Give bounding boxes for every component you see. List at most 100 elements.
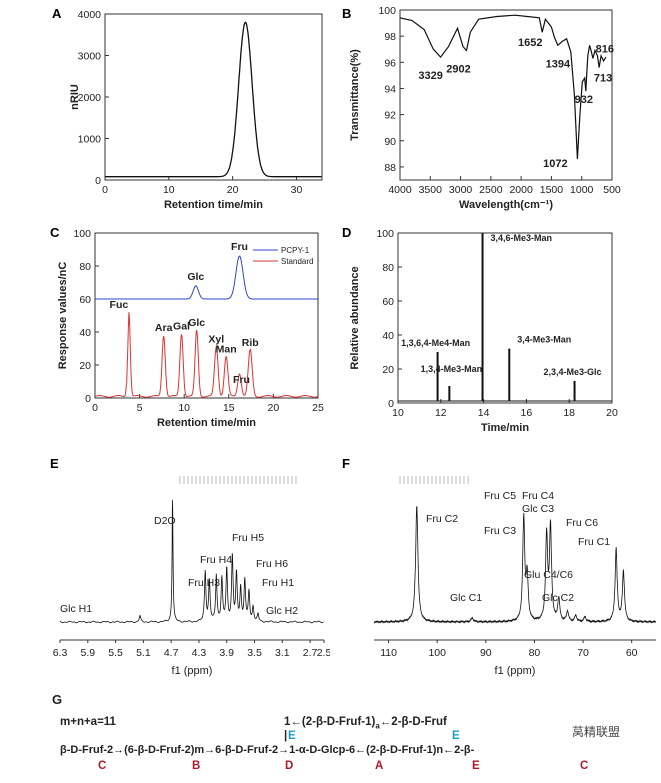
legend-label: Standard (281, 257, 313, 266)
x-axis-label: Retention time/min (157, 417, 256, 429)
x-axis-label: Retention time/min (164, 199, 263, 211)
panel-a-label: A (52, 6, 62, 21)
structure-residue-1: B (192, 760, 201, 772)
structure-residue-2: D (285, 760, 294, 772)
x-tick-label: 10 (163, 184, 175, 196)
panel-f-label: F (342, 456, 350, 471)
plot-frame (94, 232, 319, 399)
x-tick-label: 5 (137, 402, 143, 414)
panel-a: A 0 10 20 30 0 1000 2000 3000 4000 Retention time… (52, 6, 323, 211)
y-tick-label: 3000 (78, 51, 102, 63)
x-tick-label: 5.9 (80, 647, 95, 659)
peak-label: Fru (233, 374, 250, 386)
peak-label: Glc H1 (60, 603, 92, 615)
peak-label: Glc H2 (266, 605, 298, 617)
x-tick-label: 110 (380, 647, 397, 659)
x-tick-label: 3.1 (275, 647, 290, 659)
chromatogram-line (105, 21, 322, 178)
peak-label: Fru C1 (578, 536, 610, 548)
y-axis-label: Transmittance(%) (349, 49, 361, 141)
y-tick-label: 0 (95, 175, 101, 187)
panel-g: G m+n+a=11 1←(2-β-D-Fruf-1)a←2-β-D-Fruf … (0, 690, 661, 783)
x-tick-label: 2.5 (317, 647, 330, 659)
x-tick-label: 60 (626, 647, 638, 659)
plot-frame (399, 9, 613, 181)
peak-label: Glu C4/C6 (524, 569, 573, 581)
plot-frame (104, 13, 323, 181)
y-tick-label: 100 (73, 228, 91, 240)
panel-c-label: C (50, 225, 60, 240)
peak-annotation: 1394 (546, 58, 571, 70)
y-tick-label: 96 (384, 57, 396, 69)
x-tick-label: 1000 (570, 184, 594, 196)
x-tick-label: 90 (480, 647, 492, 659)
structure-residue-4: E (472, 760, 480, 772)
y-tick-label: 40 (79, 327, 91, 339)
y-tick-label: 1000 (78, 134, 102, 146)
peak-label: Glc C3 (522, 503, 554, 515)
peak-label: D2O (154, 515, 176, 527)
nmr-spectrum-line (373, 506, 657, 624)
x-tick-label: 5.1 (136, 647, 151, 659)
plot-frame (397, 232, 613, 404)
x-tick-label: 2.7 (303, 647, 318, 659)
y-axis-label: Response values/nC (57, 262, 69, 370)
y-tick-label: 100 (376, 228, 394, 240)
peak-label: 3,4-Me3-Man (517, 335, 571, 345)
structure-residue-branch-e: E (452, 730, 460, 742)
y-tick-label: 80 (382, 262, 394, 274)
x-tick-label: 70 (577, 647, 589, 659)
peak-label: Fru H1 (262, 577, 294, 589)
peak-label: Glc (188, 317, 205, 329)
x-tick-label: 4000 (388, 184, 412, 196)
structure-equation: m+n+a=11 (60, 716, 116, 728)
panel-d: D 10 12 14 16 18 20 0 20 40 60 80 100 Time/min Relati… (342, 225, 618, 434)
y-tick-label: 4000 (78, 9, 102, 21)
x-tick-label: 12 (435, 407, 447, 419)
panel-f: F 110 100 90 80 70 60 f1 (ppm) Fru C2 Fru C5 Fru … (342, 456, 657, 677)
y-tick-label: 94 (384, 83, 396, 95)
x-tick-label: 10 (178, 402, 190, 414)
structure-residue-3: A (375, 760, 384, 772)
x-tick-label: 0 (92, 402, 98, 414)
x-axis-label: f1 (ppm) (172, 665, 213, 677)
peak-label: Glc (187, 271, 204, 283)
peak-label: Glc C2 (542, 592, 574, 604)
x-tick-label: 5.5 (108, 647, 123, 659)
peak-label: Fru H3 (188, 577, 220, 589)
peak-label: Fru (231, 241, 248, 253)
x-tick-label: 15 (223, 402, 235, 414)
peak-label: Glc C1 (450, 592, 482, 604)
legend-label: PCPY-1 (281, 246, 310, 255)
x-tick-label: 6.3 (53, 647, 68, 659)
y-tick-label: 60 (79, 294, 91, 306)
x-tick-label: 2000 (509, 184, 533, 196)
peak-annotation: 816 (596, 43, 614, 55)
y-tick-label: 2000 (78, 92, 102, 104)
x-tick-label: 3.5 (247, 647, 262, 659)
peak-label: Gal (173, 320, 190, 332)
peak-annotation: 2902 (446, 64, 470, 76)
y-tick-label: 0 (388, 398, 394, 410)
y-axis-label: nRIU (69, 84, 81, 110)
x-tick-label: 100 (428, 647, 446, 659)
x-axis-label: Wavelength(cm⁻¹) (459, 199, 553, 211)
structure-branch-line: 1←(2-β-D-Fruf-1) (284, 716, 376, 728)
structure-branch-sub: a (375, 721, 380, 731)
peak-label: 3,4,6-Me3-Man (491, 233, 553, 243)
peak-label: Fru C4 (522, 490, 554, 502)
y-tick-label: 92 (384, 110, 396, 122)
panel-b-label: B (342, 6, 351, 21)
panel-g-label: G (52, 692, 63, 707)
x-axis-label: f1 (ppm) (495, 665, 536, 677)
y-tick-label: 80 (79, 261, 91, 273)
peak-annotation: 1072 (543, 158, 567, 170)
peak-label: 1,3,6,4-Me4-Man (401, 338, 470, 348)
nmr-spectrum-line (59, 499, 324, 624)
peak-label: Fru C6 (566, 517, 598, 529)
peak-label: Xyl (208, 334, 224, 346)
y-tick-label: 98 (384, 31, 396, 43)
x-tick-label: 3.9 (219, 647, 234, 659)
structure-branch-bar: | (284, 730, 288, 742)
x-tick-label: 20 (606, 407, 618, 419)
